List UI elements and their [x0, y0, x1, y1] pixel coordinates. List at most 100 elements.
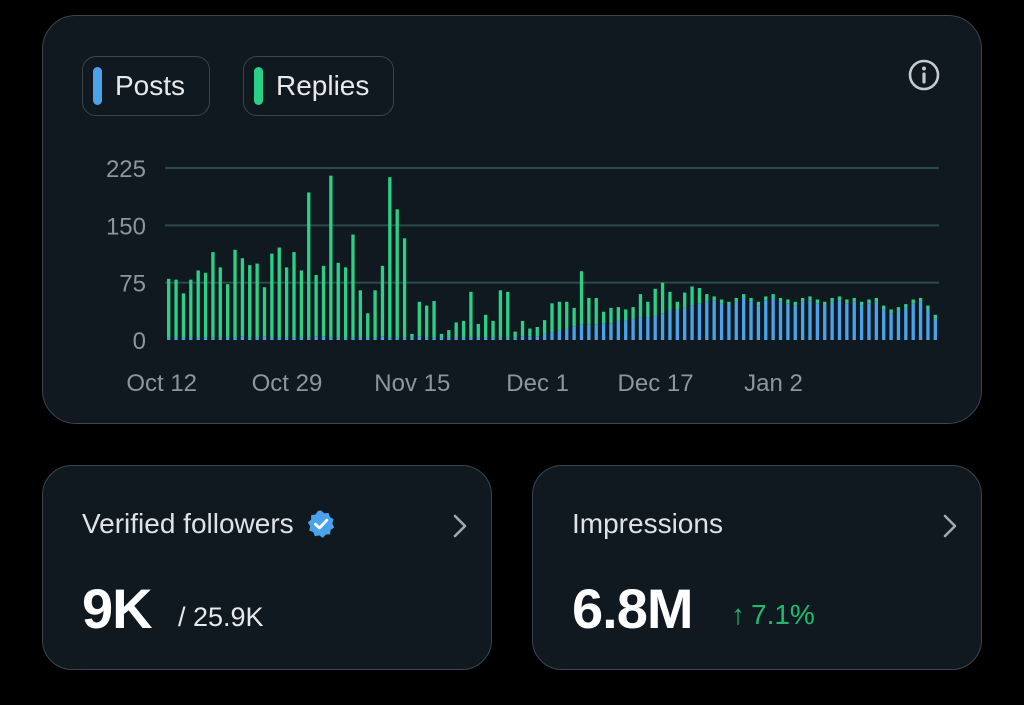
bar-posts — [248, 337, 252, 340]
bar-replies — [366, 313, 370, 338]
bar-posts — [498, 337, 503, 340]
bar-posts — [859, 305, 864, 340]
bar-replies — [410, 333, 414, 338]
bar-replies — [601, 311, 606, 324]
info-icon[interactable] — [907, 58, 941, 92]
bar-posts — [646, 317, 650, 340]
bar-replies — [594, 297, 598, 325]
bar-replies — [351, 234, 355, 338]
bar-replies — [491, 320, 495, 338]
bar-replies — [904, 304, 908, 308]
bar-replies — [380, 265, 385, 337]
bar-posts — [388, 337, 392, 340]
bar-posts — [491, 337, 495, 340]
posts-swatch — [93, 67, 102, 105]
bar-posts — [830, 301, 834, 340]
impressions-card[interactable]: Impressions 6.8M ↑ 7.1% — [532, 465, 982, 670]
bar-replies — [683, 292, 687, 308]
bar-posts — [189, 337, 193, 340]
chevron-right-icon[interactable] — [937, 510, 963, 542]
bar-posts — [218, 337, 222, 340]
bar-posts — [609, 323, 613, 340]
bar-replies — [874, 297, 879, 302]
bar-replies — [248, 265, 252, 338]
bar-posts — [402, 337, 407, 340]
followers-title-row: Verified followers — [82, 508, 336, 540]
bar-posts — [653, 315, 657, 340]
bar-posts — [336, 337, 340, 340]
bar-posts — [506, 337, 510, 340]
bar-replies — [653, 288, 657, 316]
legend-replies-toggle[interactable]: Replies — [243, 56, 395, 116]
bar-replies — [476, 323, 480, 338]
followers-title: Verified followers — [82, 508, 294, 539]
bar-replies — [933, 314, 937, 319]
bar-replies — [498, 290, 503, 338]
bar-posts — [469, 337, 473, 340]
bar-replies — [771, 294, 775, 298]
bar-replies — [314, 275, 318, 337]
bar-posts — [837, 300, 842, 340]
bar-posts — [476, 337, 480, 340]
bar-replies — [240, 258, 245, 337]
bar-posts — [181, 337, 186, 340]
bar-replies — [469, 291, 473, 338]
bar-replies — [815, 299, 820, 304]
verified-badge-icon — [307, 510, 334, 538]
bar-replies — [712, 296, 716, 301]
bar-posts — [277, 337, 281, 340]
bar-posts — [660, 313, 665, 340]
bar-replies — [793, 301, 797, 306]
bar-posts — [815, 303, 820, 340]
bar-posts — [690, 305, 694, 340]
bar-replies — [439, 333, 444, 338]
bar-posts — [395, 337, 399, 340]
bar-posts — [299, 337, 304, 340]
bar-replies — [402, 238, 407, 338]
bar-replies — [196, 270, 200, 338]
bar-replies — [830, 297, 834, 302]
bar-replies — [579, 271, 584, 325]
bar-posts — [616, 320, 621, 340]
impressions-title-row: Impressions — [572, 508, 723, 540]
bar-posts — [284, 337, 289, 340]
bar-posts — [926, 309, 930, 340]
bar-replies — [550, 303, 554, 333]
bar-posts — [845, 303, 849, 340]
bar-posts — [638, 317, 643, 340]
bar-posts — [225, 337, 230, 340]
bar-replies — [506, 291, 510, 338]
bar-posts — [800, 301, 805, 340]
bar-replies — [646, 301, 650, 318]
bar-posts — [255, 337, 259, 340]
bar-replies — [867, 299, 871, 304]
bar-replies — [255, 263, 259, 338]
bar-posts — [329, 337, 333, 340]
bar-replies — [889, 309, 893, 314]
bar-posts — [454, 337, 458, 340]
followers-total: / 25.9K — [178, 602, 264, 632]
bar-posts — [911, 303, 915, 340]
bar-posts — [233, 337, 237, 340]
bar-posts — [867, 303, 871, 340]
bar-posts — [823, 305, 827, 340]
bar-replies — [557, 301, 562, 331]
bar-replies — [911, 299, 915, 304]
bar-replies — [218, 267, 222, 338]
bar-replies — [461, 320, 466, 338]
bar-posts — [550, 332, 554, 340]
verified-followers-card[interactable]: Verified followers 9K / 25.9K — [42, 465, 492, 670]
bar-replies — [513, 331, 517, 338]
bar-posts — [380, 336, 385, 340]
bar-posts — [535, 336, 539, 340]
bar-replies — [528, 328, 532, 337]
bar-replies — [727, 301, 731, 306]
bar-posts — [624, 320, 628, 340]
bar-replies — [609, 307, 613, 324]
chevron-right-icon[interactable] — [447, 510, 473, 542]
bar-replies — [321, 265, 326, 337]
bar-replies — [918, 297, 923, 302]
bar-replies — [388, 177, 392, 338]
legend-posts-label: Posts — [115, 70, 186, 101]
legend-posts-toggle[interactable]: Posts — [82, 56, 211, 116]
